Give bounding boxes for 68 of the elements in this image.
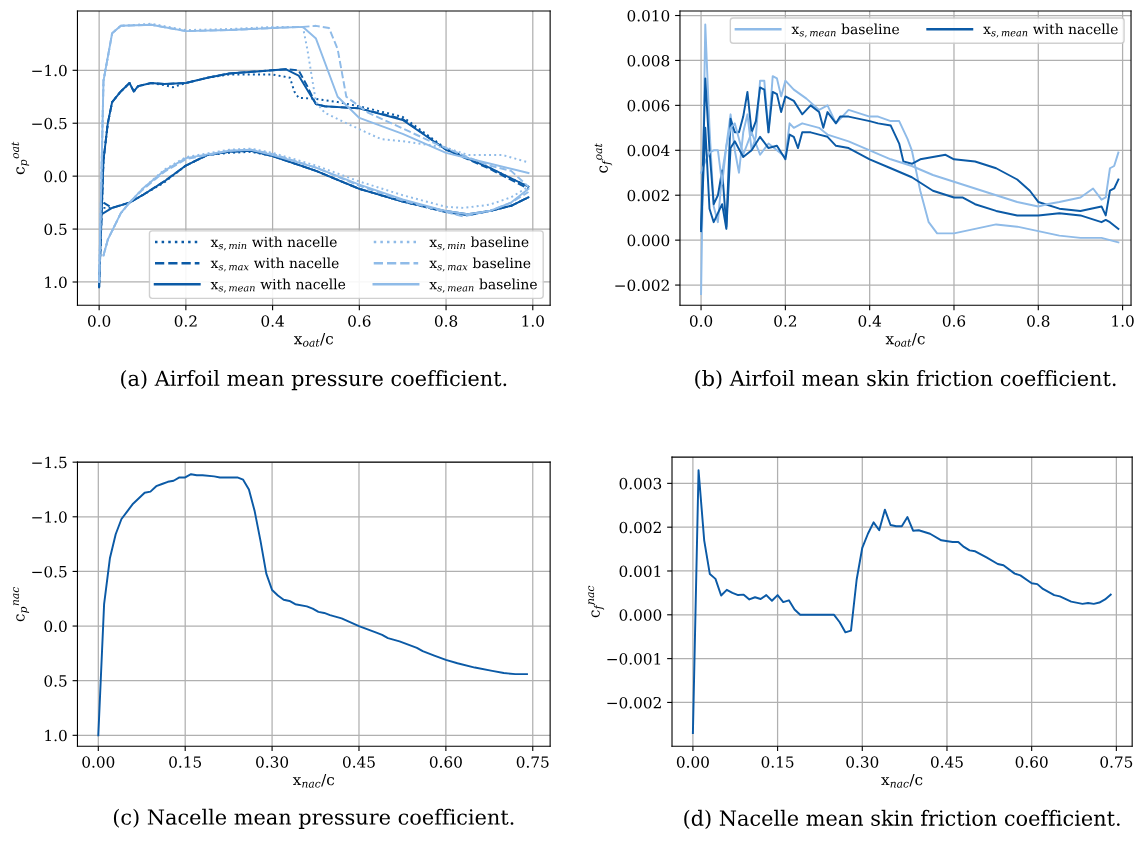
x-tick-label: 0.15 — [761, 756, 794, 768]
y-tick-label: 1.0 — [45, 729, 67, 742]
legend-label: x$_{s,max}$ baseline — [429, 257, 531, 272]
y-tick-label: −0.5 — [32, 117, 67, 130]
legend-label: x$_{s,mean}$ baseline — [429, 278, 537, 293]
y-tick-label: 0.010 — [627, 9, 670, 22]
x-tick-label: 0.75 — [1100, 756, 1133, 768]
x-tick-label: 1.0 — [1112, 315, 1134, 327]
text: (d) Nacelle mean skin friction coefficient. — [684, 809, 1120, 829]
x-tick-label: 0.2 — [774, 315, 797, 327]
y-axis-title: c$_{f}$$^{nac}$ — [588, 585, 605, 618]
y-tick-label: −1.0 — [32, 511, 67, 523]
x-tick-label: 0.4 — [261, 315, 284, 327]
legend-label: x$_{s,mean}$ with nacelle — [983, 23, 1118, 38]
x-axis-title: x$_{oat}$/c — [293, 333, 334, 347]
x-tick-label: 0.60 — [1015, 756, 1048, 768]
y-tick-label: 0.000 — [619, 609, 662, 621]
y-tick-label: 0.000 — [627, 234, 670, 247]
y-tick-label: 1.0 — [45, 276, 67, 289]
text: (c) Nacelle mean pressure coefficient. — [113, 808, 514, 829]
y-tick-label: 0.001 — [619, 565, 661, 578]
x-tick-label: 0.6 — [942, 315, 966, 327]
x-tick-label: 0.2 — [174, 315, 197, 327]
y-tick-label: 0.002 — [619, 521, 661, 534]
y-axis-title: c$_{p}$$^{oat}$ — [11, 141, 30, 175]
legend-label: x$_{s,min}$ baseline — [429, 236, 529, 251]
x-tick-label: 0.8 — [434, 315, 458, 327]
x-tick-label: 0.15 — [169, 756, 202, 768]
x-tick-label: 0.30 — [846, 756, 879, 768]
y-tick-label: −0.001 — [607, 653, 661, 665]
y-tick-label: 0.002 — [627, 189, 669, 202]
y-tick-label: −0.5 — [32, 565, 67, 578]
x-tick-label: 0.0 — [87, 315, 111, 327]
x-tick-label: 1.0 — [522, 315, 544, 327]
x-axis-title: x$_{oat}$/c — [885, 333, 925, 347]
x-axis-title: x$_{nac}$/c — [292, 773, 335, 788]
x-tick-label: 0.60 — [429, 756, 462, 768]
x-tick-label: 0.6 — [348, 315, 371, 327]
legend-label: x$_{s,max}$ with nacelle — [210, 257, 339, 272]
x-axis-title: x$_{nac}$/c — [881, 773, 923, 788]
y-tick-label: 0.5 — [44, 675, 67, 687]
x-tick-label: 0.00 — [676, 756, 709, 768]
x-tick-label: 0.0 — [689, 315, 713, 327]
legend-label: x$_{s,mean}$ baseline — [791, 23, 900, 38]
x-tick-label: 0.00 — [82, 756, 115, 768]
text: (b) Airfoil mean skin friction coefficient. — [695, 370, 1116, 390]
y-tick-label: −0.002 — [615, 279, 669, 292]
legend-label: x$_{s,mean}$ with nacelle — [210, 278, 346, 293]
y-tick-label: 0.008 — [627, 54, 670, 67]
y-axis-title: c$_{f}$$^{oat}$ — [594, 143, 613, 173]
y-tick-label: 0.004 — [627, 144, 670, 157]
y-tick-label: 0.5 — [44, 223, 67, 236]
y-tick-label: −0.002 — [607, 696, 661, 709]
y-tick-label: 0.006 — [627, 99, 670, 112]
legend-label: x$_{s,min}$ with nacelle — [210, 236, 337, 251]
x-tick-label: 0.8 — [1027, 315, 1050, 327]
y-tick-label: −1.0 — [32, 64, 67, 77]
x-tick-label: 0.75 — [516, 756, 549, 768]
y-tick-label: 0.0 — [44, 170, 67, 183]
x-tick-label: 0.30 — [256, 756, 289, 768]
y-tick-label: 0.0 — [44, 620, 67, 633]
x-tick-label: 0.45 — [342, 756, 375, 768]
y-axis-title: c$_{p}$$^{nac}$ — [13, 586, 30, 622]
text: (a) Airfoil mean pressure coefficient. — [121, 370, 507, 391]
x-tick-label: 0.4 — [858, 315, 882, 327]
y-tick-label: 0.003 — [619, 477, 662, 490]
y-tick-label: −1.5 — [32, 456, 67, 469]
x-tick-label: 0.45 — [930, 756, 963, 768]
